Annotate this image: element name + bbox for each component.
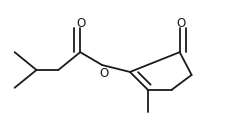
- Text: O: O: [100, 67, 109, 80]
- Text: O: O: [77, 17, 86, 30]
- Text: O: O: [176, 17, 185, 30]
